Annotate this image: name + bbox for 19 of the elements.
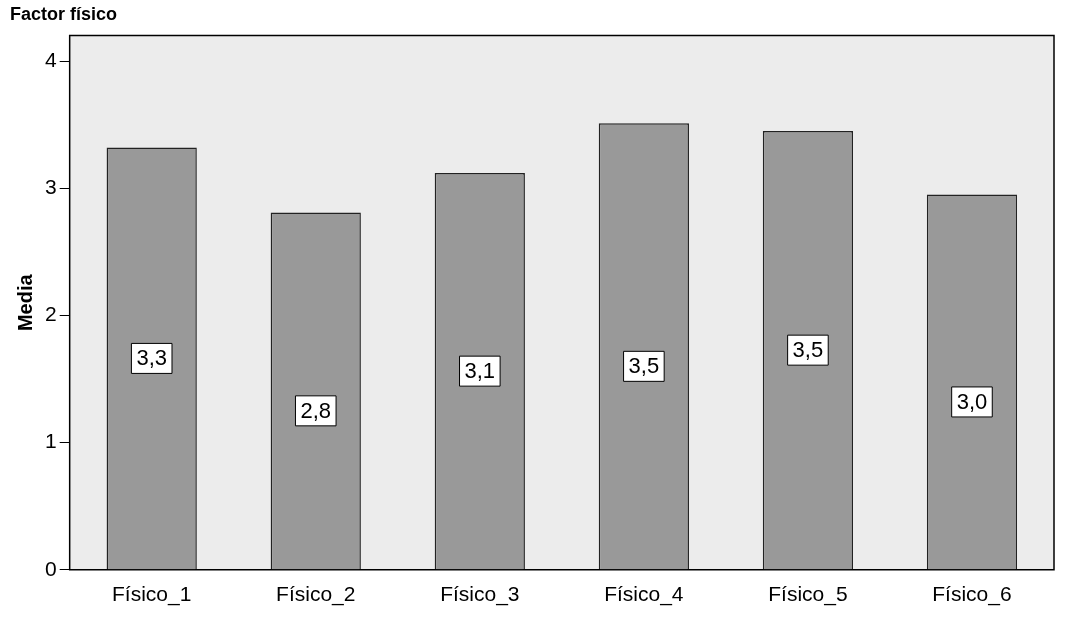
y-tick-label: 2 — [44, 302, 57, 326]
y-tick-label: 3 — [44, 175, 57, 199]
data-label: 2,8 — [300, 397, 332, 423]
x-tick-label: Físico_5 — [768, 582, 848, 607]
x-tick-label: Físico_6 — [932, 582, 1012, 607]
data-label: 3,5 — [628, 353, 660, 379]
data-label: 3,5 — [792, 337, 824, 363]
y-tick-label: 0 — [44, 556, 57, 580]
y-axis-title: Media — [13, 273, 36, 332]
y-tick-label: 4 — [44, 47, 57, 71]
data-label: 3,1 — [464, 358, 496, 384]
y-tick-label: 1 — [44, 429, 57, 453]
data-label: 3,0 — [956, 389, 988, 415]
chart-title: Factor físico — [10, 3, 118, 24]
x-tick-label: Físico_2 — [276, 582, 356, 607]
x-tick-label: Físico_4 — [604, 582, 684, 607]
x-tick-label: Físico_3 — [440, 582, 520, 607]
x-tick-label: Físico_1 — [112, 582, 192, 607]
data-label: 3,3 — [136, 345, 167, 371]
